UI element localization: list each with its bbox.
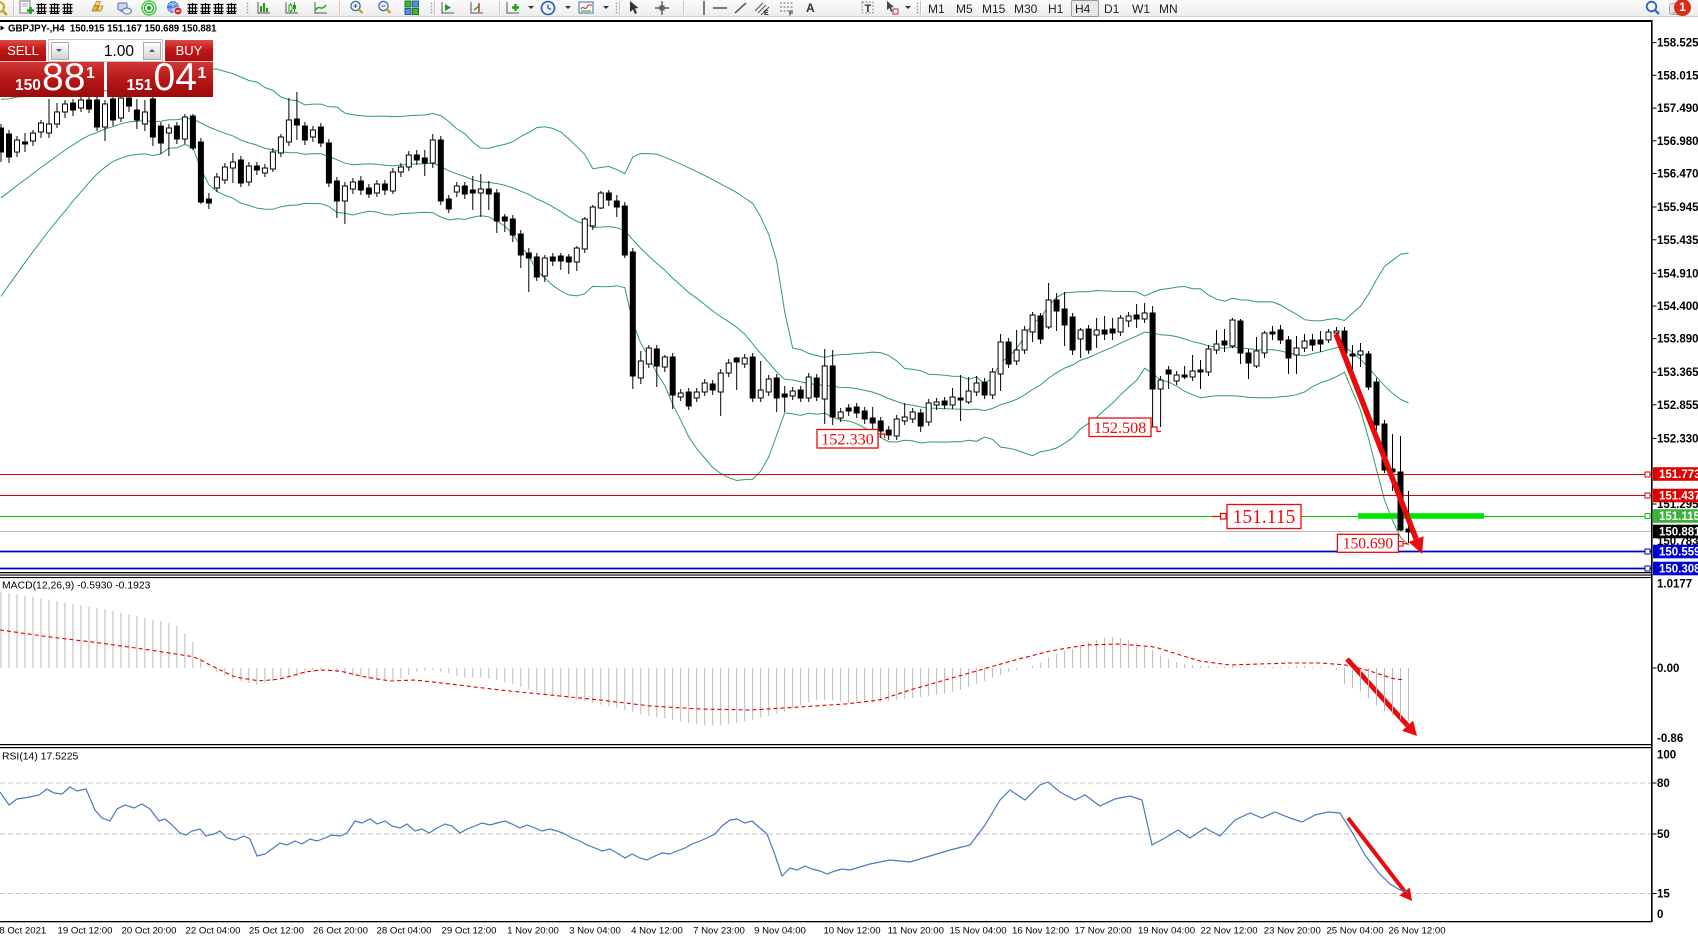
svg-text:153.365: 153.365 (1657, 367, 1698, 379)
svg-text:15 Nov 04:00: 15 Nov 04:00 (949, 926, 1006, 937)
svg-text:152.855: 152.855 (1657, 400, 1698, 412)
svg-text:153.890: 153.890 (1657, 334, 1698, 346)
svg-text:10 Nov 12:00: 10 Nov 12:00 (823, 926, 880, 937)
svg-text:150.559: 150.559 (1659, 547, 1698, 559)
svg-text:17 Nov 20:00: 17 Nov 20:00 (1074, 926, 1131, 937)
svg-text:F: F (789, 11, 794, 17)
svg-text:26 Oct 20:00: 26 Oct 20:00 (313, 926, 368, 937)
svg-text:23 Nov 20:00: 23 Nov 20:00 (1264, 926, 1321, 937)
svg-text:158.525: 158.525 (1657, 38, 1698, 50)
svg-text:152.330: 152.330 (1657, 433, 1698, 445)
svg-text:11 Nov 20:00: 11 Nov 20:00 (888, 926, 944, 937)
svg-text:155.945: 155.945 (1657, 202, 1698, 214)
svg-text:25 Nov 04:00: 25 Nov 04:00 (1326, 926, 1383, 937)
svg-text:25 Oct 12:00: 25 Oct 12:00 (249, 926, 304, 937)
svg-text:151.115: 151.115 (1233, 507, 1296, 528)
svg-text:26 Nov 12:00: 26 Nov 12:00 (1388, 926, 1445, 937)
svg-text:22 Oct 04:00: 22 Oct 04:00 (186, 926, 241, 937)
svg-text:50: 50 (1657, 829, 1670, 841)
svg-text:-0.86: -0.86 (1657, 733, 1683, 745)
svg-text:GBPJPY-,H4 150.915 151.167 15: GBPJPY-,H4 150.915 151.167 150.689 150.8… (8, 24, 217, 35)
svg-text:151.773: 151.773 (1659, 469, 1698, 481)
svg-text:MACD(12,26,9) -0.5930 -0.1923: MACD(12,26,9) -0.5930 -0.1923 (2, 581, 151, 592)
svg-text:157.490: 157.490 (1657, 103, 1698, 115)
svg-text:100: 100 (1657, 750, 1676, 762)
svg-text:15: 15 (1657, 889, 1670, 901)
svg-text:E: E (764, 10, 769, 16)
svg-text:RSI(14) 17.5225: RSI(14) 17.5225 (2, 752, 78, 763)
svg-text:7 Nov 23:00: 7 Nov 23:00 (693, 926, 745, 937)
svg-text:1 Nov 20:00: 1 Nov 20:00 (507, 926, 559, 937)
svg-text:19 Nov 04:00: 19 Nov 04:00 (1138, 926, 1195, 937)
svg-text:150.881: 150.881 (1659, 527, 1698, 539)
svg-text:151.115: 151.115 (1659, 511, 1698, 523)
svg-text:9 Nov 04:00: 9 Nov 04:00 (754, 926, 806, 937)
svg-text:16 Nov 12:00: 16 Nov 12:00 (1012, 926, 1069, 937)
svg-text:22 Nov 12:00: 22 Nov 12:00 (1200, 926, 1257, 937)
svg-text:152.508: 152.508 (1094, 419, 1147, 437)
svg-text:150.690: 150.690 (1343, 536, 1394, 553)
svg-text:T: T (865, 3, 872, 15)
svg-text:4 Nov 12:00: 4 Nov 12:00 (631, 926, 683, 937)
svg-text:154.910: 154.910 (1657, 268, 1698, 280)
svg-text:18 Oct 2021: 18 Oct 2021 (0, 926, 46, 937)
svg-text:156.980: 156.980 (1657, 136, 1698, 148)
svg-text:152.330: 152.330 (821, 430, 874, 448)
svg-text:28 Oct 04:00: 28 Oct 04:00 (377, 926, 432, 937)
svg-text:3 Nov 04:00: 3 Nov 04:00 (569, 926, 621, 937)
svg-text:20 Oct 20:00: 20 Oct 20:00 (122, 926, 177, 937)
svg-text:154.400: 154.400 (1657, 301, 1698, 313)
svg-text:0.00: 0.00 (1657, 663, 1679, 675)
svg-text:155.435: 155.435 (1657, 235, 1698, 247)
svg-text:19 Oct 12:00: 19 Oct 12:00 (58, 926, 113, 937)
svg-text:156.470: 156.470 (1657, 169, 1698, 181)
svg-text:150.308: 150.308 (1659, 564, 1698, 576)
svg-text:80: 80 (1657, 778, 1670, 790)
svg-text:0: 0 (1657, 909, 1663, 921)
svg-text:1.0177: 1.0177 (1657, 579, 1692, 591)
svg-text:158.015: 158.015 (1657, 70, 1698, 82)
svg-text:29 Oct 12:00: 29 Oct 12:00 (442, 926, 497, 937)
svg-text:151.437: 151.437 (1659, 491, 1698, 503)
